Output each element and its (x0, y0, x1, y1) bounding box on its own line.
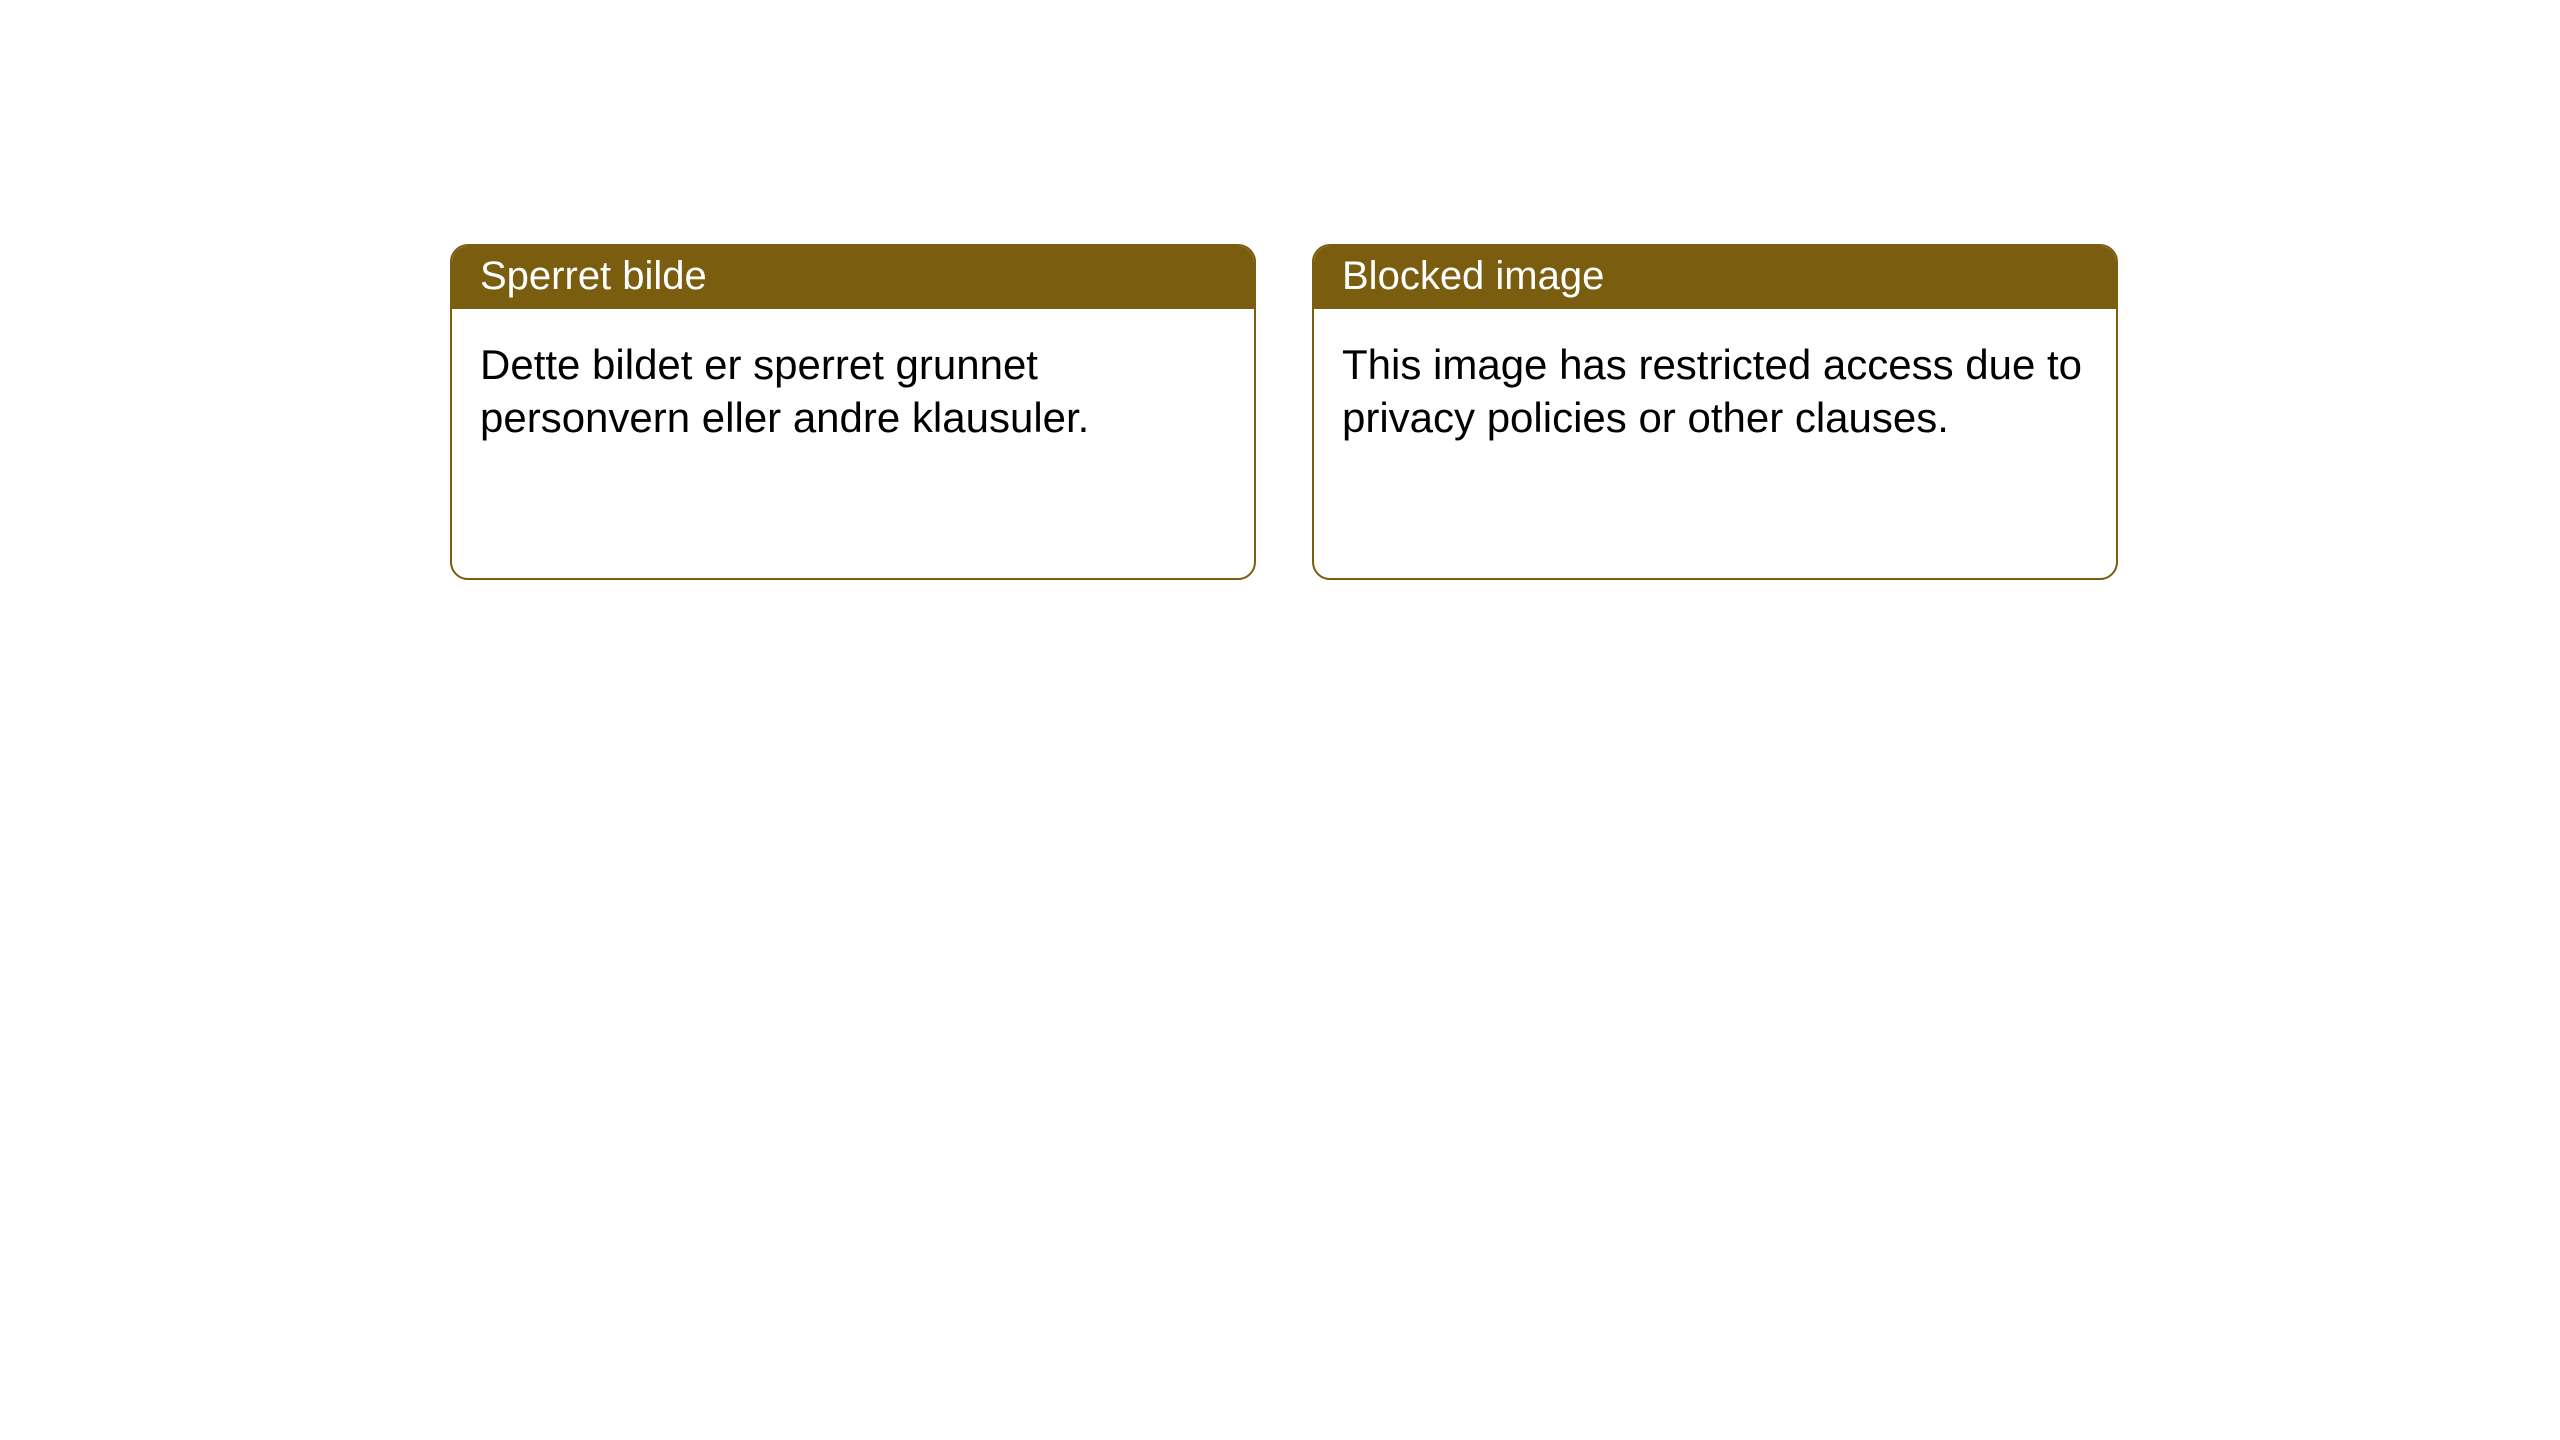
notice-body-text: Dette bildet er sperret grunnet personve… (452, 309, 1254, 474)
notice-title: Sperret bilde (452, 246, 1254, 309)
blocked-image-notices: Sperret bilde Dette bildet er sperret gr… (450, 244, 2118, 580)
notice-card-english: Blocked image This image has restricted … (1312, 244, 2118, 580)
notice-card-norwegian: Sperret bilde Dette bildet er sperret gr… (450, 244, 1256, 580)
notice-body-text: This image has restricted access due to … (1314, 309, 2116, 474)
notice-title: Blocked image (1314, 246, 2116, 309)
